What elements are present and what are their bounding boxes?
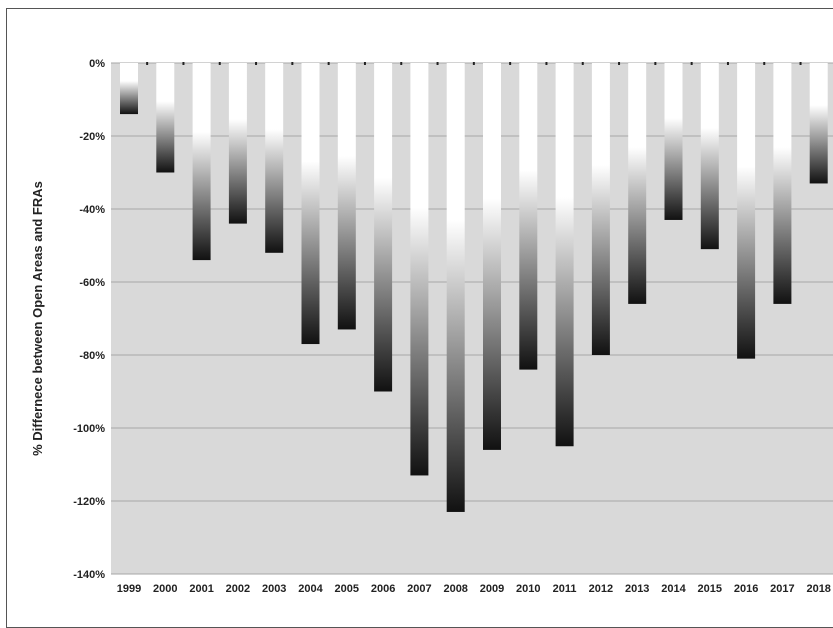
y-tick-label: 0% (89, 58, 105, 70)
y-tick-label: -100% (73, 423, 105, 435)
y-tick-label: -40% (79, 204, 105, 216)
x-tick-label: 2012 (589, 583, 613, 595)
bar (555, 63, 574, 447)
x-tick-label: 2009 (480, 583, 504, 595)
y-axis-label: % Differnece between Open Areas and FRAs (30, 181, 45, 456)
x-tick-label: 2017 (770, 583, 794, 595)
x-axis-ticks: 1999 2000 2001 2002 2003 2004 2005 2006 2007 2008… (117, 583, 831, 595)
x-tick-label: 2006 (371, 583, 395, 595)
x-tick-label: 2015 (698, 583, 722, 595)
bar (374, 63, 393, 392)
x-tick-label: 2018 (806, 583, 830, 595)
bar (700, 63, 719, 250)
y-tick-label: -60% (79, 277, 105, 289)
x-tick-label: 2003 (262, 583, 286, 595)
bar (664, 63, 683, 220)
x-tick-label: 2005 (335, 583, 359, 595)
x-tick-label: 2001 (189, 583, 213, 595)
bar (483, 63, 501, 450)
x-tick-label: 2002 (226, 583, 250, 595)
bar-chart: 0% -20% -40% -60% -80% -100% -120% -140% 1999 20… (30, 58, 833, 595)
x-tick-label: 2010 (516, 583, 540, 595)
x-tick-label: 2004 (298, 583, 323, 595)
y-tick-label: -20% (79, 131, 105, 143)
x-tick-label: 2013 (625, 583, 649, 595)
bar (301, 63, 320, 345)
bar (337, 63, 356, 330)
y-tick-label: -80% (79, 350, 105, 362)
x-tick-label: 2014 (661, 583, 686, 595)
plot-area (111, 63, 833, 574)
bar (591, 63, 610, 355)
bar (446, 63, 465, 512)
bar (737, 63, 756, 359)
bar (265, 63, 284, 253)
x-tick-label: 2000 (153, 583, 177, 595)
bar (809, 63, 828, 184)
y-tick-label: -120% (73, 496, 105, 508)
x-tick-label: 2007 (407, 583, 431, 595)
x-tick-label: 1999 (117, 583, 141, 595)
y-axis-ticks: 0% -20% -40% -60% -80% -100% -120% -140% (73, 58, 105, 581)
bar (410, 63, 429, 476)
bar (228, 63, 247, 224)
bars (120, 62, 828, 512)
bar (192, 63, 211, 261)
x-tick-label: 2011 (553, 583, 577, 595)
bar (120, 63, 138, 115)
bar (156, 63, 175, 173)
x-tick-label: 2008 (443, 583, 467, 595)
bar (519, 63, 538, 370)
bar (628, 63, 647, 304)
x-tick-label: 2016 (734, 583, 758, 595)
bar (773, 63, 792, 304)
y-tick-label: -140% (73, 569, 105, 581)
